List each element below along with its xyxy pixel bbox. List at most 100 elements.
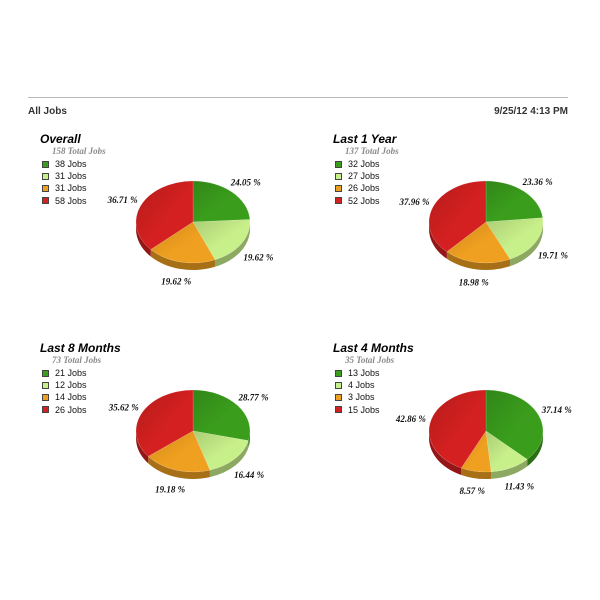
pie-percent-label: 37.96 % <box>398 197 430 207</box>
report-title: All Jobs <box>28 106 67 117</box>
pie-slice-green <box>192 389 251 441</box>
legend-swatch-green <box>335 369 342 377</box>
pie-slice-orange-side <box>461 467 492 479</box>
pie-slice-red <box>428 389 487 469</box>
pie-percent-label: 42.86 % <box>395 414 427 424</box>
pie-percent-label: 35.62 % <box>108 402 140 412</box>
pie-slice-orange-side <box>446 251 511 270</box>
legend-item: 58 Jobs <box>42 195 87 207</box>
pie-percent-label: 19.18 % <box>155 485 186 495</box>
panel-title: Last 1 Year <box>333 132 397 146</box>
legend: 32 Jobs 27 Jobs 26 Jobs 52 Jobs <box>335 158 380 207</box>
legend-item: 4 Jobs <box>335 379 380 391</box>
legend-item: 26 Jobs <box>335 182 380 194</box>
legend-swatch-lightgreen <box>42 172 49 180</box>
legend-swatch-red <box>335 197 342 205</box>
pie-slice-green-side <box>248 431 250 448</box>
pie-panel-last-8-months: Last 8 Months 73 Total Jobs 21 Jobs 12 J… <box>40 341 300 501</box>
panel-subtitle: 73 Total Jobs <box>52 355 102 365</box>
legend-swatch-green <box>42 369 49 377</box>
pie-slice-orange-side <box>150 249 216 270</box>
legend-item: 31 Jobs <box>42 170 87 182</box>
legend-item: 14 Jobs <box>42 391 87 403</box>
legend-label: 3 Jobs <box>348 392 375 403</box>
panel-subtitle: 137 Total Jobs <box>345 146 399 156</box>
pie-percent-label: 19.62 % <box>243 253 273 263</box>
pie-slice-lightgreen-side <box>215 222 250 267</box>
legend-item: 21 Jobs <box>42 367 87 379</box>
pie-slice-red <box>135 180 194 250</box>
pie-slice-lightgreen <box>192 430 249 471</box>
pie-slice-red-side <box>136 431 149 464</box>
legend-label: 52 Jobs <box>348 195 380 206</box>
pie-slice-lightgreen-side <box>510 222 543 267</box>
panel-title: Last 8 Months <box>40 341 121 355</box>
pie-chart: 23.36 % 19.71 % 18.98 % 37.96 % <box>398 177 569 287</box>
legend-item: 31 Jobs <box>42 182 87 194</box>
pie-slice-green <box>485 389 544 460</box>
legend-item: 32 Jobs <box>335 158 380 170</box>
pie-slice-lightgreen <box>192 219 251 261</box>
pie-slice-green <box>192 180 251 223</box>
legend-label: 4 Jobs <box>348 380 375 391</box>
panel-subtitle: 35 Total Jobs <box>345 355 395 365</box>
legend-swatch-red <box>42 406 49 414</box>
pie-slice-orange-side <box>148 456 210 479</box>
legend-item: 27 Jobs <box>335 170 380 182</box>
panel-title: Last 4 Months <box>333 341 414 355</box>
pie-slice-orange <box>147 430 211 473</box>
legend-label: 38 Jobs <box>55 159 87 170</box>
legend-item: 26 Jobs <box>42 404 87 416</box>
legend-swatch-green <box>335 160 342 168</box>
pie-percent-label: 11.43 % <box>505 482 535 492</box>
legend-swatch-orange <box>42 393 49 401</box>
pie-percent-label: 28.77 % <box>237 393 269 403</box>
pie-slice-green <box>485 180 543 223</box>
legend-label: 58 Jobs <box>55 195 87 206</box>
pie-slice-orange <box>150 221 216 264</box>
pie-slice-lightgreen <box>485 430 528 473</box>
pie-percent-label: 24.05 % <box>230 178 262 188</box>
legend-item: 38 Jobs <box>42 158 87 170</box>
pie-percent-label: 18.98 % <box>459 277 490 287</box>
legend-item: 52 Jobs <box>335 195 380 207</box>
legend-label: 27 Jobs <box>348 171 380 182</box>
legend-label: 21 Jobs <box>55 368 87 379</box>
pie-slice-orange <box>460 430 492 473</box>
legend-swatch-orange <box>335 393 342 401</box>
legend: 38 Jobs 31 Jobs 31 Jobs 58 Jobs <box>42 158 87 207</box>
legend-item: 3 Jobs <box>335 391 380 403</box>
legend-label: 15 Jobs <box>348 404 380 415</box>
legend-item: 15 Jobs <box>335 404 380 416</box>
panel-title: Overall <box>40 132 81 146</box>
pie-percent-label: 23.36 % <box>522 177 554 187</box>
legend-item: 12 Jobs <box>42 379 87 391</box>
pie-percent-label: 37.14 % <box>541 405 573 415</box>
pie-slice-green-side <box>527 431 543 467</box>
legend-swatch-lightgreen <box>335 381 342 389</box>
header-divider <box>28 97 568 98</box>
legend-label: 12 Jobs <box>55 380 87 391</box>
pie-percent-label: 19.62 % <box>161 277 192 287</box>
pie-slice-orange <box>446 221 511 264</box>
pie-panel-last-4-months: Last 4 Months 35 Total Jobs 13 Jobs 4 Jo… <box>333 341 593 501</box>
pie-slice-red <box>135 389 194 457</box>
legend-swatch-lightgreen <box>42 381 49 389</box>
legend-swatch-orange <box>42 184 49 192</box>
pie-chart: 28.77 % 16.44 % 19.18 % 35.62 % <box>108 389 269 495</box>
pie-slice-red-side <box>429 222 447 259</box>
pie-slice-lightgreen <box>485 217 544 260</box>
legend-swatch-red <box>42 197 49 205</box>
pie-chart: 24.05 % 19.62 % 19.62 % 36.71 % <box>107 178 274 287</box>
legend-item: 13 Jobs <box>335 367 380 379</box>
pie-percent-label: 19.71 % <box>538 251 569 261</box>
legend-label: 26 Jobs <box>348 183 380 194</box>
legend: 13 Jobs 4 Jobs 3 Jobs 15 Jobs <box>335 367 380 416</box>
legend-label: 14 Jobs <box>55 392 87 403</box>
legend-swatch-orange <box>335 184 342 192</box>
legend-swatch-green <box>42 160 49 168</box>
pie-slice-lightgreen-side <box>209 440 249 478</box>
legend-label: 31 Jobs <box>55 171 87 182</box>
pie-slice-lightgreen-side <box>491 459 528 479</box>
panel-subtitle: 158 Total Jobs <box>52 146 106 156</box>
